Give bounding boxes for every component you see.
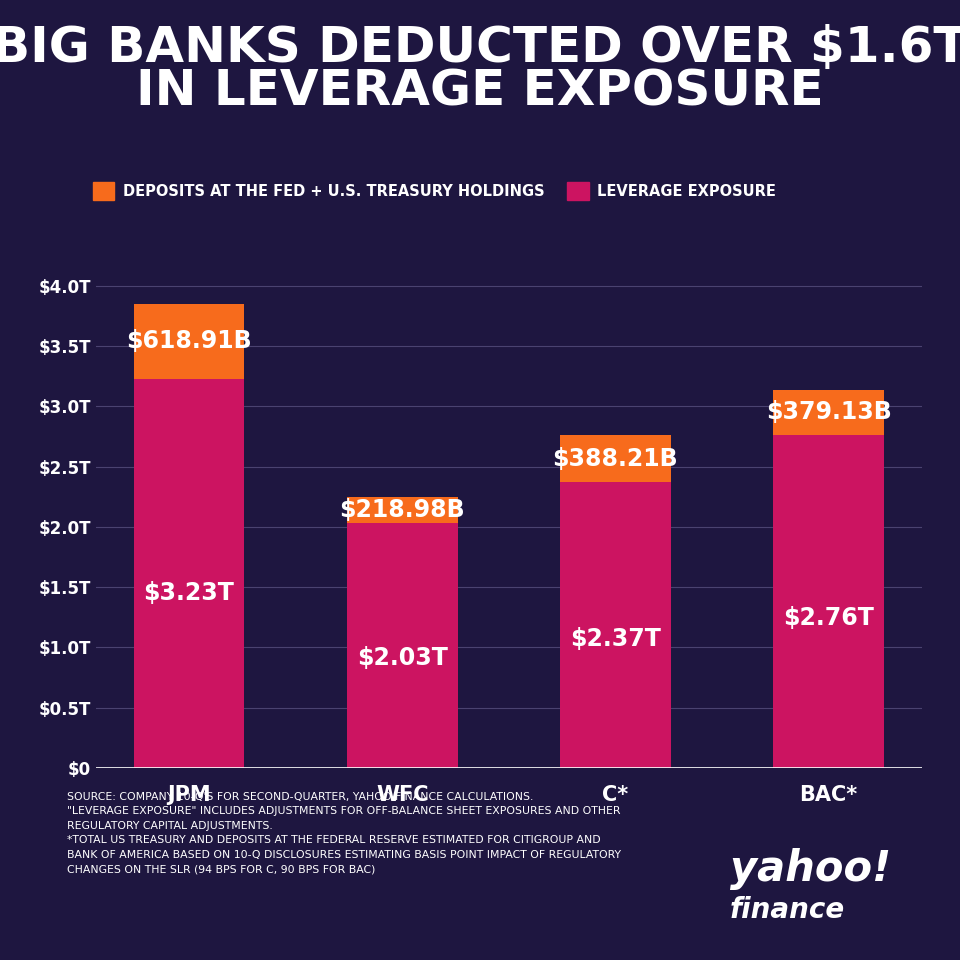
Text: finance: finance — [730, 896, 845, 924]
Text: $2.76T: $2.76T — [783, 607, 874, 631]
Text: $3.23T: $3.23T — [144, 581, 234, 605]
Text: $379.13B: $379.13B — [766, 400, 892, 424]
Bar — [133, 378, 245, 768]
Bar — [773, 435, 884, 768]
Bar — [347, 497, 458, 523]
Text: BIG BANKS DEDUCTED OVER $1.6T: BIG BANKS DEDUCTED OVER $1.6T — [0, 24, 960, 72]
Text: $2.03T: $2.03T — [357, 646, 447, 670]
Text: SOURCE: COMPANY 10-Q'S FOR SECOND-QUARTER, YAHOO FINANCE CALCULATIONS.
"LEVERAGE: SOURCE: COMPANY 10-Q'S FOR SECOND-QUARTE… — [67, 792, 621, 874]
Bar — [560, 482, 671, 768]
Bar — [347, 523, 458, 768]
Text: $2.37T: $2.37T — [570, 628, 660, 652]
Bar — [133, 304, 245, 378]
Text: $388.21B: $388.21B — [553, 446, 678, 470]
Text: yahoo!: yahoo! — [730, 848, 891, 890]
Legend: DEPOSITS AT THE FED + U.S. TREASURY HOLDINGS, LEVERAGE EXPOSURE: DEPOSITS AT THE FED + U.S. TREASURY HOLD… — [86, 177, 782, 206]
Text: $218.98B: $218.98B — [340, 498, 465, 522]
Text: IN LEVERAGE EXPOSURE: IN LEVERAGE EXPOSURE — [136, 67, 824, 115]
Bar — [773, 390, 884, 435]
Text: $618.91B: $618.91B — [126, 329, 252, 353]
Bar — [560, 436, 671, 482]
